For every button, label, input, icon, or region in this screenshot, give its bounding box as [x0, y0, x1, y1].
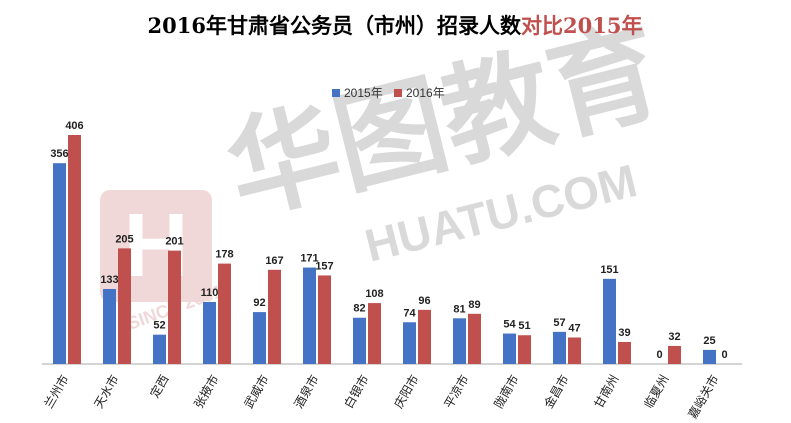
data-label: 151	[600, 264, 618, 276]
x-tick-label: 张掖市	[191, 372, 222, 411]
bar-series2	[668, 345, 681, 364]
bar-series2	[68, 135, 81, 364]
x-tick-label: 嘉峪关市	[685, 372, 722, 421]
x-tick-label: 白银市	[341, 372, 372, 411]
data-label: 74	[403, 307, 416, 319]
chart-title: 2016年甘肃省公务员（市州）招录人数对比2015年	[148, 13, 643, 38]
data-label: 201	[165, 236, 183, 248]
bar-series2	[168, 250, 181, 364]
data-label: 51	[518, 320, 530, 332]
data-label: 89	[468, 299, 480, 311]
bar-series2	[618, 342, 631, 364]
watermark: H 华图教育 HUATU.COM SINCE 2001	[100, 7, 673, 334]
legend-swatch	[332, 89, 340, 97]
bar-series1	[103, 288, 116, 364]
data-label: 167	[265, 255, 283, 267]
chart-title-main: 2016年甘肃省公务员（市州）招录人数	[148, 13, 522, 38]
bar-series2	[318, 275, 331, 364]
data-label: 108	[365, 288, 383, 300]
data-label: 92	[253, 297, 265, 309]
data-label: 81	[453, 303, 465, 315]
bar-series1	[403, 322, 416, 364]
legend: 2015年 2016年	[332, 86, 445, 100]
data-label: 39	[618, 327, 630, 339]
bar-series2	[118, 248, 131, 364]
data-label: 0	[721, 349, 727, 361]
data-label: 157	[315, 260, 333, 272]
x-tick-label: 临夏州	[641, 373, 671, 411]
bar-series1	[703, 349, 716, 364]
bar-series2	[518, 335, 531, 364]
data-label: 47	[568, 322, 580, 334]
chart-title-accent: 对比2015年	[521, 13, 642, 38]
bar-series2	[468, 313, 481, 364]
data-label: 25	[703, 335, 715, 347]
bar-series2	[418, 309, 431, 364]
legend-label: 2016年	[406, 86, 445, 100]
x-tick-label: 陇南市	[491, 372, 522, 411]
data-label: 110	[201, 287, 219, 299]
data-label: 82	[353, 303, 365, 315]
data-label: 54	[503, 319, 516, 331]
x-tick-label: 兰州市	[41, 372, 72, 411]
bar-series1	[353, 317, 366, 364]
data-label: 133	[100, 274, 118, 286]
x-tick-label: 天水市	[91, 372, 122, 411]
bar-series1	[53, 163, 66, 364]
x-tick-label: 酒泉市	[291, 372, 322, 411]
data-label: 178	[215, 249, 233, 261]
bar-series1	[253, 312, 266, 364]
x-tick-label: 金昌市	[541, 372, 572, 411]
x-tick-label: 庆阳市	[391, 372, 422, 411]
x-tick-label: 甘南州	[591, 372, 622, 411]
bar-series1	[603, 278, 616, 364]
data-label: 406	[65, 120, 83, 132]
bar-series1	[153, 334, 166, 364]
bar-series2	[368, 303, 381, 364]
data-label: 171	[300, 253, 318, 265]
bar-series2	[218, 263, 231, 364]
x-tick-label: 武威市	[241, 372, 272, 411]
legend-swatch	[394, 89, 402, 97]
data-label: 356	[50, 148, 68, 160]
bar-series1	[203, 301, 216, 364]
bar-series1	[453, 318, 466, 364]
data-label: 0	[656, 349, 662, 361]
x-tick-label: 平凉市	[441, 372, 472, 411]
bar-series1	[503, 333, 516, 364]
data-label: 96	[418, 295, 430, 307]
bar-series2	[568, 337, 581, 364]
bar-series1	[553, 331, 566, 364]
bar-series1	[303, 267, 316, 364]
data-label: 205	[115, 233, 133, 245]
legend-label: 2015年	[344, 86, 383, 100]
data-label: 32	[668, 331, 680, 343]
bar-series2	[268, 269, 281, 364]
data-label: 52	[153, 320, 165, 332]
data-label: 57	[553, 317, 565, 329]
x-tick-label: 定西	[147, 372, 172, 400]
